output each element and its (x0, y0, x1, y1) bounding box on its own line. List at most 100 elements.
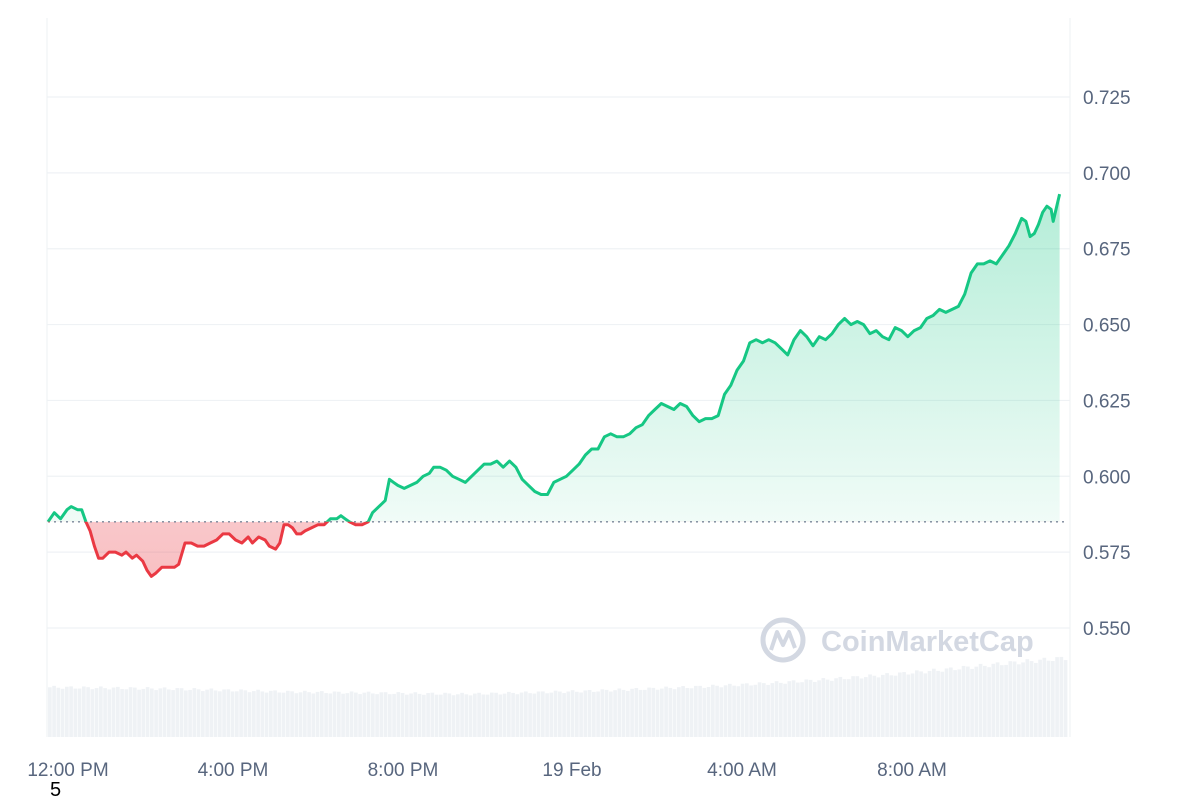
volume-bar (562, 693, 566, 737)
volume-bar (137, 689, 141, 737)
volume-bar (808, 679, 813, 737)
volume-bar (825, 679, 830, 737)
volume-bar (621, 689, 626, 737)
volume-bar (995, 662, 1000, 737)
y-tick-label: 0.700 (1083, 164, 1131, 185)
volume-bar (953, 670, 957, 737)
volume-bar (56, 687, 61, 737)
y-tick-label: 0.675 (1083, 240, 1131, 261)
volume-bar (983, 665, 987, 737)
volume-bar (991, 663, 996, 737)
volume-bar (171, 690, 175, 737)
volume-bar (838, 676, 843, 737)
volume-bar (366, 691, 371, 737)
volume-bar (804, 679, 809, 737)
page-number: 5 (50, 779, 62, 801)
volume-bar (570, 690, 575, 737)
volume-bar (842, 679, 847, 737)
volume-bar (864, 677, 868, 737)
volume-bar (413, 692, 418, 737)
volume-bar (430, 692, 435, 737)
volume-bar (1038, 659, 1042, 737)
volume-bar (167, 689, 171, 737)
volume-bar (375, 694, 379, 737)
volume-bar (383, 692, 388, 737)
area-fill-up (48, 194, 1060, 522)
volume-bar (940, 671, 945, 737)
volume-bar (511, 692, 515, 737)
volume-bar (286, 690, 290, 737)
volume-bar (426, 693, 430, 737)
volume-bar (881, 674, 885, 737)
volume-bar (269, 690, 273, 737)
volume-bar (885, 673, 889, 737)
volume-bar (528, 693, 532, 737)
volume-bar (898, 672, 902, 737)
volume-bar (592, 691, 596, 737)
volume-bar (711, 684, 715, 737)
volume-bar (218, 691, 222, 737)
volume-bar (558, 691, 562, 737)
volume-bar (1059, 656, 1064, 737)
coinmarketcap-logo-icon (760, 617, 806, 663)
volume-bar (294, 693, 299, 737)
volume-bar (494, 692, 498, 737)
volume-bar (970, 668, 974, 737)
volume-bar (779, 682, 783, 737)
volume-bar (507, 691, 511, 737)
volume-bar (668, 687, 673, 737)
volume-bar (859, 678, 864, 737)
price-line (46, 193, 1062, 578)
volume-bar (630, 688, 634, 737)
volume-bar (405, 694, 409, 737)
volume-bar (1000, 665, 1004, 737)
volume-bar (107, 689, 112, 737)
volume-bar (1021, 662, 1025, 737)
volume-bar (1042, 657, 1047, 737)
volume-bar (196, 689, 201, 737)
volume-bar (604, 689, 609, 737)
volume-bar (1029, 661, 1034, 737)
x-tick-label: 19 Feb (542, 760, 601, 781)
volume-bar (481, 694, 486, 737)
volume-bar (388, 694, 392, 737)
volume-bar (473, 693, 477, 737)
volume-bar (298, 692, 303, 737)
volume-bar (94, 688, 99, 737)
volume-bar (362, 692, 367, 737)
volume-bar (787, 681, 792, 737)
volume-bar (133, 687, 137, 737)
volume-bar (532, 693, 537, 737)
x-tick-label: 8:00 AM (877, 760, 947, 781)
x-tick-label: 4:00 AM (707, 760, 777, 781)
volume-bar (906, 674, 911, 737)
volume-bar (949, 667, 953, 737)
volume-bar (60, 688, 65, 737)
volume-bar (150, 688, 154, 737)
volume-bar (643, 689, 647, 737)
volume-bar (69, 686, 73, 737)
volume-bar (456, 694, 460, 737)
volume-bar (145, 687, 150, 737)
volume-bar (252, 691, 256, 737)
volume-bar (800, 682, 804, 737)
volume-bar (715, 685, 719, 737)
volume-bar (723, 685, 728, 737)
volume-bar (689, 688, 694, 737)
volume-bar (1017, 664, 1021, 737)
volume-bar (706, 686, 711, 737)
y-tick-label: 0.575 (1083, 543, 1131, 564)
volume-bar (766, 684, 770, 737)
coinmarketcap-logo-wave (769, 630, 797, 651)
volume-bar (834, 678, 838, 737)
y-tick-label: 0.600 (1083, 467, 1131, 488)
volume-bar (927, 670, 932, 737)
volume-bar (332, 691, 337, 737)
volume-bar (417, 693, 422, 737)
volume-bar (409, 693, 413, 737)
volume-bar (978, 663, 983, 737)
volume-bar (247, 692, 252, 737)
volume-bar (553, 690, 558, 737)
volume-bar (341, 693, 345, 737)
volume-bar (893, 675, 898, 737)
